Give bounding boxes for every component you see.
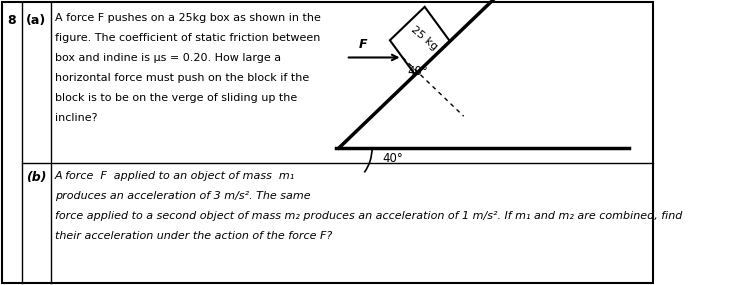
Text: (b): (b) (26, 171, 46, 184)
Text: incline?: incline? (55, 113, 98, 123)
Text: force applied to a second object of mass m₂ produces an acceleration of 1 m/s². : force applied to a second object of mass… (55, 211, 683, 221)
Text: figure. The coefficient of static friction between: figure. The coefficient of static fricti… (55, 33, 320, 43)
Text: 8: 8 (7, 14, 16, 27)
Text: box and indine is μs = 0.20. How large a: box and indine is μs = 0.20. How large a (55, 53, 281, 63)
Polygon shape (390, 7, 450, 75)
Text: 25 kg: 25 kg (409, 24, 440, 52)
Text: A force F pushes on a 25kg box as shown in the: A force F pushes on a 25kg box as shown … (55, 13, 321, 23)
Text: horizontal force must push on the block if the: horizontal force must push on the block … (55, 73, 309, 83)
Text: (a): (a) (26, 14, 46, 27)
Text: their acceleration under the action of the force F?: their acceleration under the action of t… (55, 231, 332, 241)
Text: block is to be on the verge of sliding up the: block is to be on the verge of sliding u… (55, 93, 297, 103)
Text: 40°: 40° (382, 152, 404, 165)
Text: 40°: 40° (407, 66, 428, 78)
Text: F: F (359, 38, 368, 52)
Text: A force  F  applied to an object of mass  m₁: A force F applied to an object of mass m… (55, 171, 296, 181)
Text: produces an acceleration of 3 m/s². The same: produces an acceleration of 3 m/s². The … (55, 191, 310, 201)
